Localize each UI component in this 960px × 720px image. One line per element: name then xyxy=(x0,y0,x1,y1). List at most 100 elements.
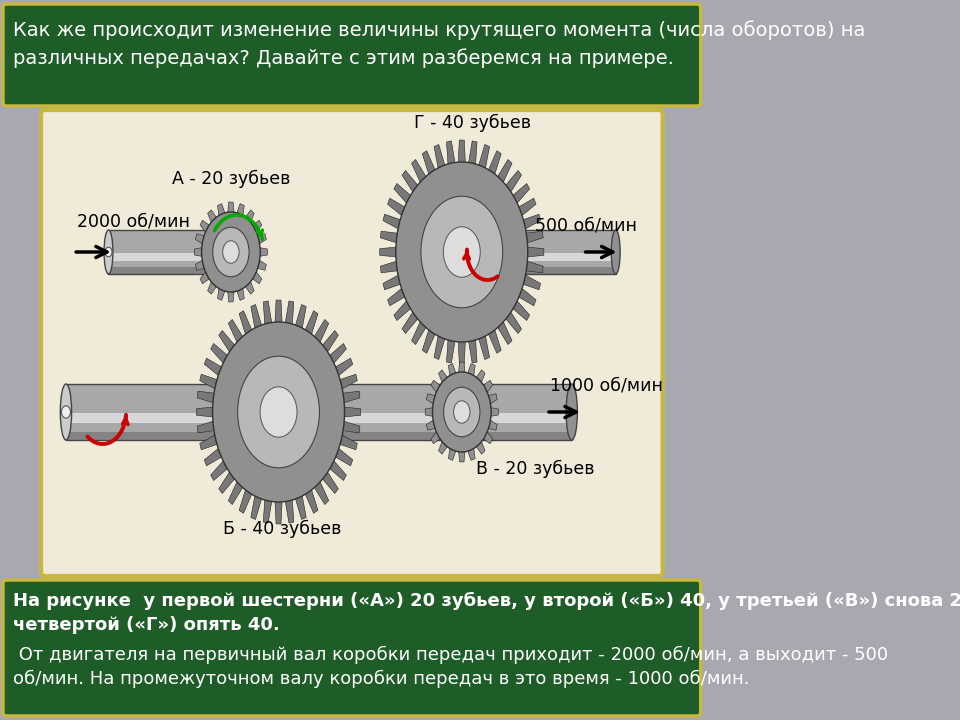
Circle shape xyxy=(432,372,492,452)
Circle shape xyxy=(223,240,239,264)
Polygon shape xyxy=(380,247,396,257)
Polygon shape xyxy=(260,248,268,256)
Polygon shape xyxy=(497,159,512,182)
Polygon shape xyxy=(479,336,490,359)
Polygon shape xyxy=(380,261,397,273)
Polygon shape xyxy=(196,260,204,270)
Text: От двигателя на первичный вал коробки передач приходит - 2000 об/мин, а выходит : От двигателя на первичный вал коробки пе… xyxy=(13,646,888,665)
Polygon shape xyxy=(275,502,282,524)
Polygon shape xyxy=(285,301,294,324)
Polygon shape xyxy=(446,340,455,363)
Ellipse shape xyxy=(104,230,113,274)
Polygon shape xyxy=(200,374,217,389)
Bar xyxy=(458,253,615,261)
FancyBboxPatch shape xyxy=(3,4,701,106)
Circle shape xyxy=(238,356,320,468)
Polygon shape xyxy=(218,289,225,300)
Circle shape xyxy=(260,387,297,437)
FancyBboxPatch shape xyxy=(3,580,701,716)
Polygon shape xyxy=(497,322,512,345)
Text: 500 об/мин: 500 об/мин xyxy=(535,216,637,234)
Polygon shape xyxy=(434,145,444,168)
Polygon shape xyxy=(340,374,357,389)
Polygon shape xyxy=(204,449,222,466)
Polygon shape xyxy=(210,461,228,480)
Polygon shape xyxy=(228,320,243,342)
Polygon shape xyxy=(468,449,475,460)
Polygon shape xyxy=(329,461,347,480)
Polygon shape xyxy=(340,435,357,450)
Polygon shape xyxy=(252,272,262,284)
Polygon shape xyxy=(252,220,262,232)
Polygon shape xyxy=(345,408,361,417)
Text: 2000 об/мин: 2000 об/мин xyxy=(77,212,190,230)
Polygon shape xyxy=(388,198,405,215)
Text: А - 20 зубьев: А - 20 зубьев xyxy=(172,170,291,188)
Polygon shape xyxy=(448,364,456,376)
Polygon shape xyxy=(484,432,492,444)
Polygon shape xyxy=(468,340,477,363)
Polygon shape xyxy=(275,300,282,322)
Polygon shape xyxy=(257,234,266,244)
Polygon shape xyxy=(394,184,411,203)
Polygon shape xyxy=(434,336,444,359)
Circle shape xyxy=(105,247,112,257)
Polygon shape xyxy=(383,275,400,289)
Polygon shape xyxy=(526,231,543,243)
Polygon shape xyxy=(425,408,433,416)
Polygon shape xyxy=(263,500,272,523)
Bar xyxy=(108,253,234,261)
Polygon shape xyxy=(394,301,411,320)
Polygon shape xyxy=(506,312,521,333)
Polygon shape xyxy=(439,441,447,454)
Circle shape xyxy=(202,212,260,292)
Circle shape xyxy=(444,227,480,277)
Text: 1000 об/мин: 1000 об/мин xyxy=(550,376,662,394)
Polygon shape xyxy=(210,343,228,363)
Polygon shape xyxy=(197,421,214,433)
Polygon shape xyxy=(518,198,536,215)
Polygon shape xyxy=(314,320,328,342)
Polygon shape xyxy=(489,150,501,174)
Text: об/мин. На промежуточном валу коробки передач в это время - 1000 об/мин.: об/мин. На промежуточном валу коробки пе… xyxy=(13,670,750,688)
Polygon shape xyxy=(412,322,426,345)
Ellipse shape xyxy=(230,230,239,274)
Polygon shape xyxy=(197,408,213,417)
Ellipse shape xyxy=(60,384,72,440)
Polygon shape xyxy=(383,215,400,229)
Polygon shape xyxy=(422,150,435,174)
Polygon shape xyxy=(468,364,475,376)
Bar xyxy=(66,431,572,440)
Polygon shape xyxy=(523,275,540,289)
Ellipse shape xyxy=(566,384,577,440)
Polygon shape xyxy=(246,210,254,222)
Polygon shape xyxy=(336,449,352,466)
Polygon shape xyxy=(239,311,252,334)
Polygon shape xyxy=(523,215,540,229)
Polygon shape xyxy=(506,171,521,192)
Polygon shape xyxy=(526,261,543,273)
Polygon shape xyxy=(431,432,440,444)
Polygon shape xyxy=(431,380,440,392)
Ellipse shape xyxy=(454,230,463,274)
Polygon shape xyxy=(426,394,435,404)
Polygon shape xyxy=(305,311,318,334)
Polygon shape xyxy=(237,204,244,215)
Polygon shape xyxy=(200,435,217,450)
Polygon shape xyxy=(200,272,209,284)
Text: четвертой («Г») опять 40.: четвертой («Г») опять 40. xyxy=(13,616,280,634)
Text: Как же происходит изменение величины крутящего момента (числа оборотов) на: Как же происходит изменение величины кру… xyxy=(13,20,866,40)
Polygon shape xyxy=(422,330,435,354)
Polygon shape xyxy=(239,490,252,513)
Polygon shape xyxy=(196,234,204,244)
Ellipse shape xyxy=(612,230,620,274)
Polygon shape xyxy=(197,391,214,402)
Circle shape xyxy=(61,406,70,418)
Text: Б - 40 зубьев: Б - 40 зубьев xyxy=(223,520,342,538)
Polygon shape xyxy=(491,408,498,416)
Polygon shape xyxy=(207,282,216,294)
Polygon shape xyxy=(204,358,222,376)
Polygon shape xyxy=(305,490,318,513)
Circle shape xyxy=(444,387,480,437)
Polygon shape xyxy=(323,330,338,352)
